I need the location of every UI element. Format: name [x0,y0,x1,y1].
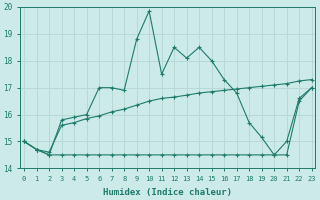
X-axis label: Humidex (Indice chaleur): Humidex (Indice chaleur) [103,188,232,197]
